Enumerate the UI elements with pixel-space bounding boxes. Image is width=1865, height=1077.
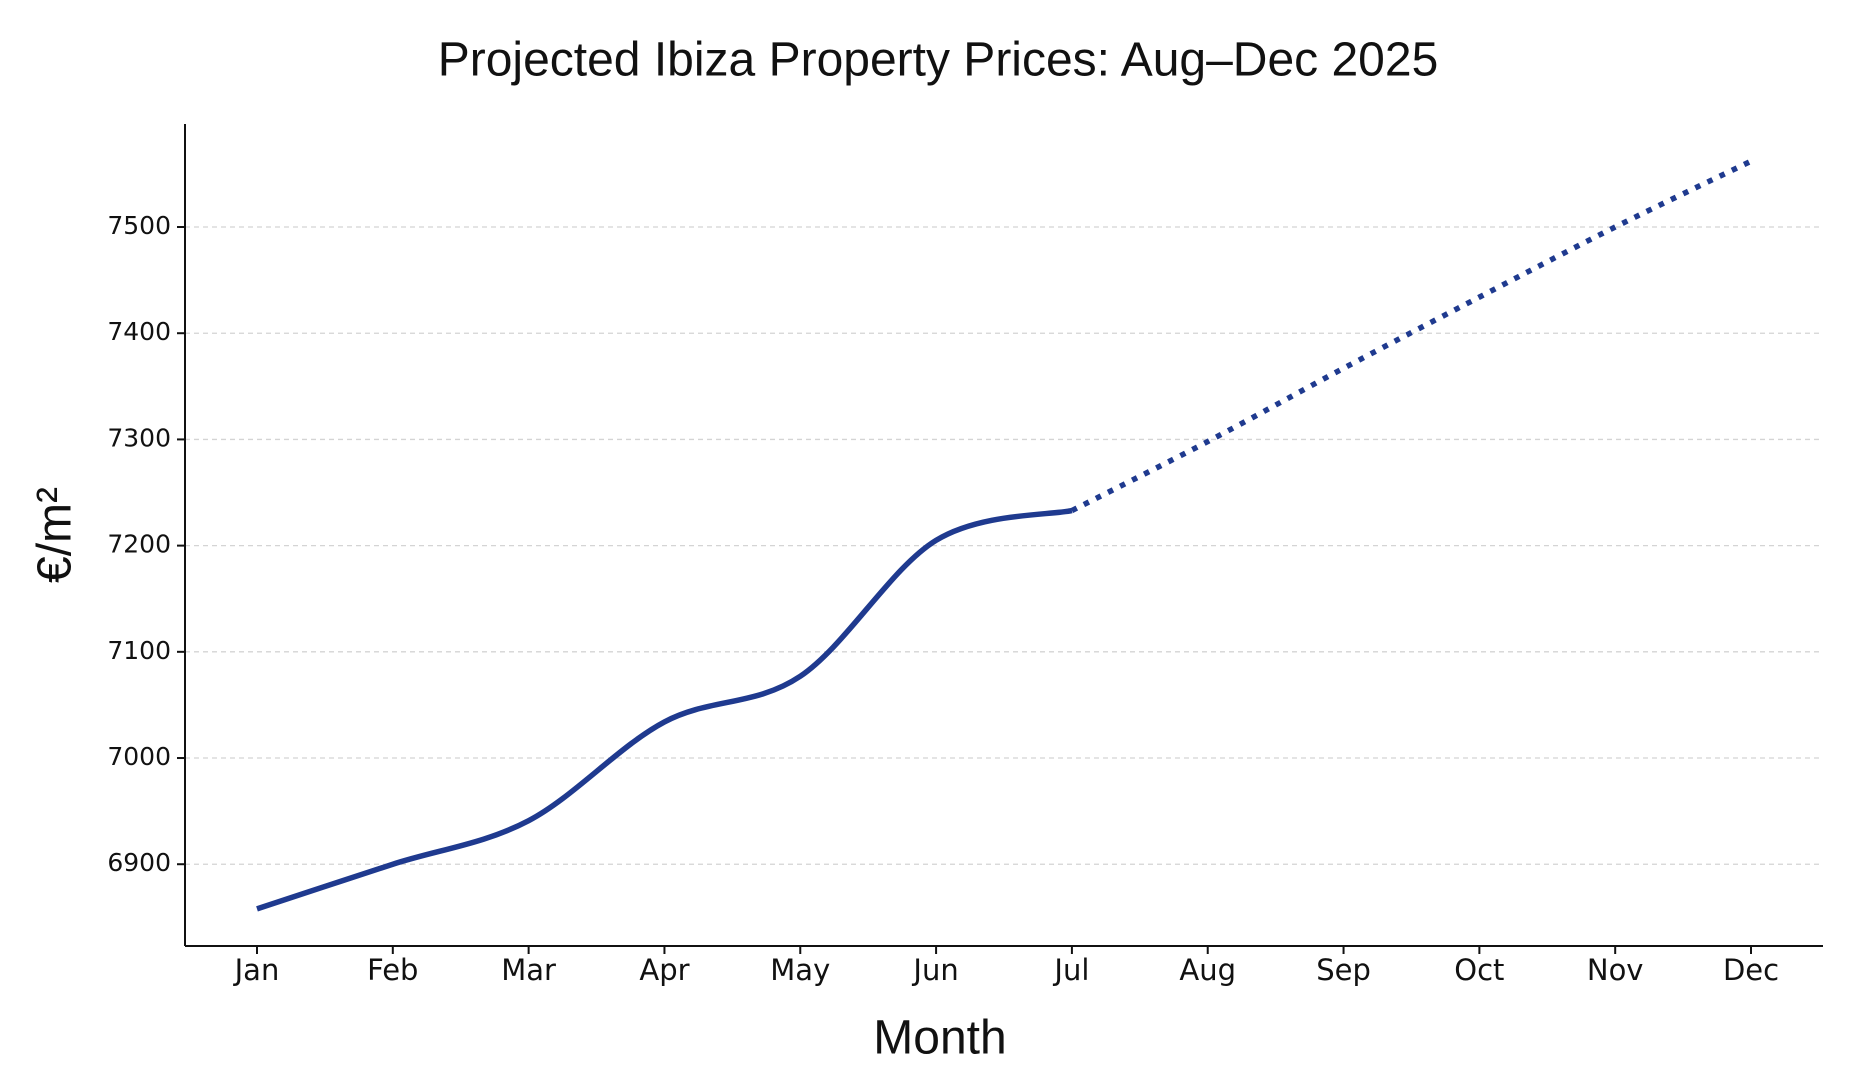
x-tick-label: Jul bbox=[1052, 953, 1089, 987]
x-tick-label: Sep bbox=[1316, 953, 1371, 987]
y-tick-label: 7200 bbox=[107, 530, 171, 559]
line-series bbox=[256, 507, 1073, 912]
x-tick-label: Jan bbox=[233, 953, 280, 987]
y-tick-label: 7000 bbox=[107, 742, 171, 771]
x-tick-label: Oct bbox=[1454, 953, 1504, 987]
x-tick-label: Mar bbox=[501, 953, 556, 987]
x-axis-label: Month bbox=[873, 1012, 1006, 1065]
y-tick-label: 7100 bbox=[107, 636, 171, 665]
x-tick-label: Apr bbox=[639, 953, 689, 987]
x-tick-label: Aug bbox=[1179, 953, 1236, 987]
y-tick-label: 6900 bbox=[107, 848, 171, 877]
x-tick-label: Jun bbox=[911, 953, 958, 987]
x-tick-label: Feb bbox=[367, 953, 418, 987]
chart-title: Projected Ibiza Property Prices: Aug–Dec… bbox=[438, 34, 1439, 87]
y-tick-label: 7300 bbox=[107, 423, 171, 452]
y-tick-label: 7400 bbox=[107, 317, 171, 346]
x-tick-label: Nov bbox=[1587, 953, 1644, 987]
x-tick-label: Dec bbox=[1723, 953, 1779, 987]
y-tick-label: 7500 bbox=[107, 211, 171, 240]
line-series bbox=[1070, 158, 1753, 514]
y-axis-label: €/m² bbox=[29, 487, 82, 583]
x-tick-label: May bbox=[770, 953, 830, 987]
